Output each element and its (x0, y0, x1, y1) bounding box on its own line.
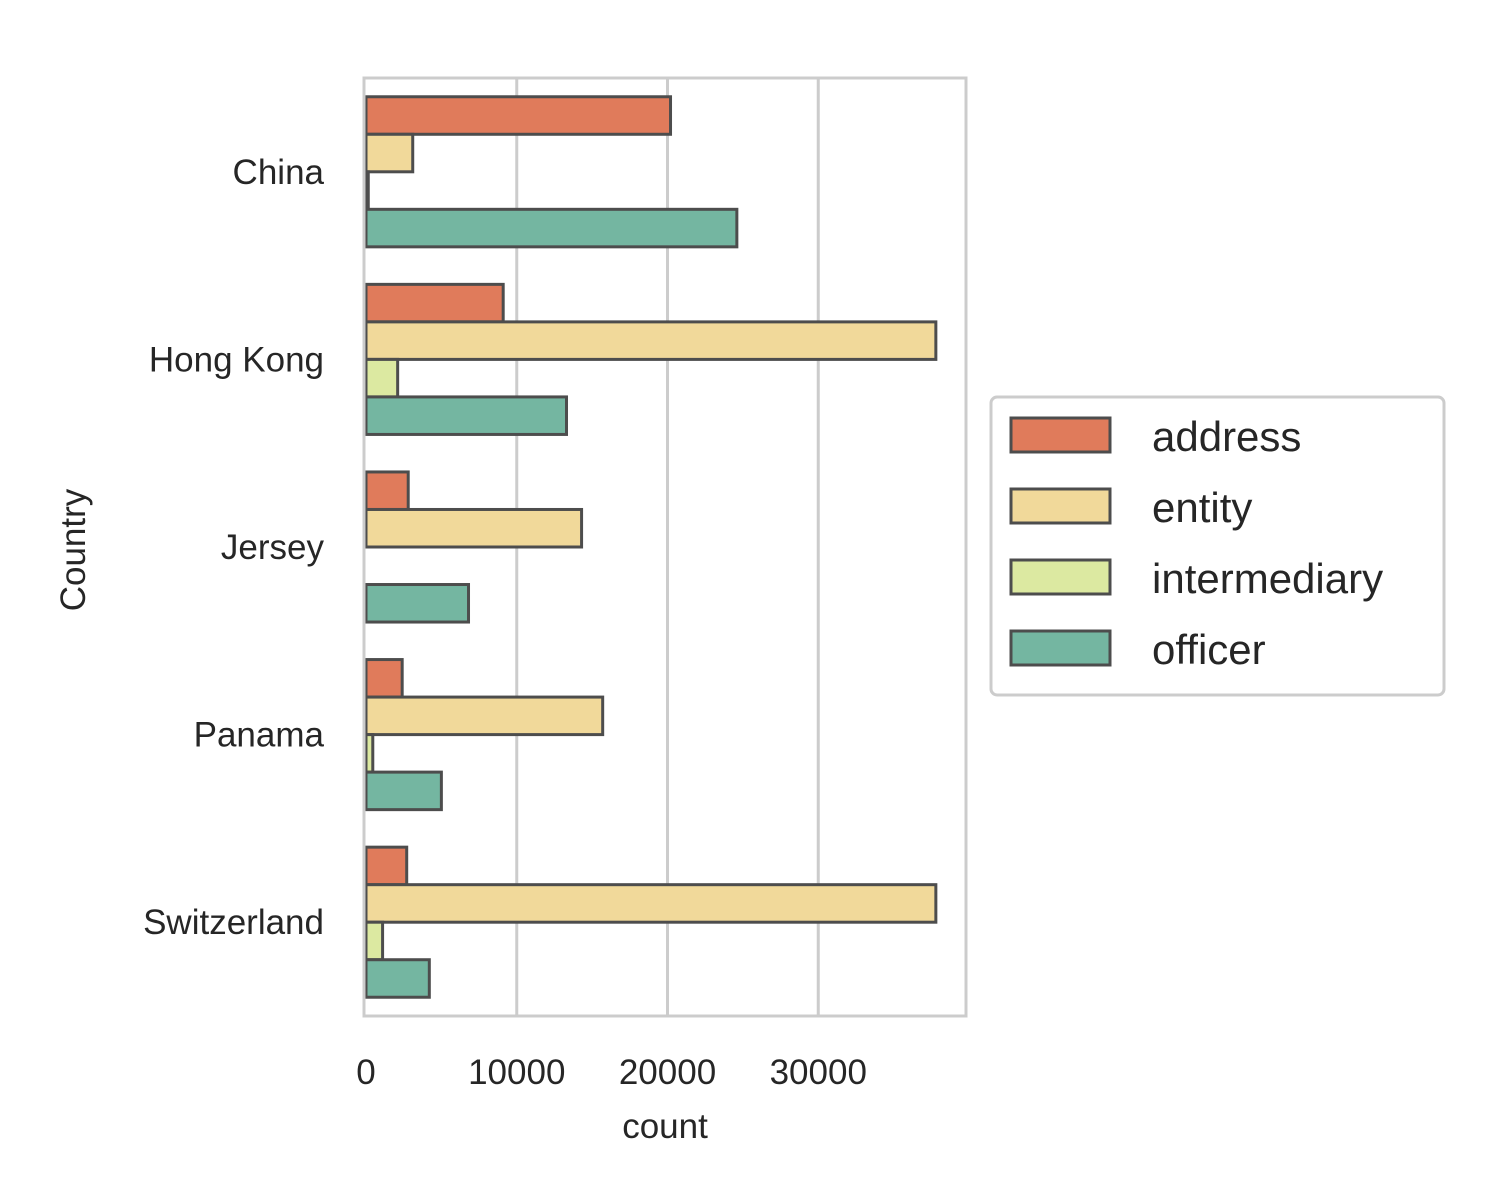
legend-label-entity: entity (1152, 484, 1252, 531)
bar-address-switzerland (364, 845, 409, 887)
bar-intermediary-china (364, 170, 370, 211)
legend-swatch-intermediary (1009, 558, 1112, 596)
x-axis-label: count (622, 1107, 708, 1146)
bar-entity-hong-kong (364, 320, 938, 361)
bar-entity-switzerland (364, 883, 938, 924)
y-axis-label: Country (54, 488, 93, 611)
y-tick-label: China (233, 153, 325, 192)
y-tick-label: Panama (194, 716, 325, 755)
bar-address-jersey (364, 470, 410, 511)
y-tick-labels: China Hong Kong Jersey Panama Switzerland (143, 153, 324, 942)
x-tick-label: 30000 (770, 1053, 867, 1092)
legend: address entity intermediary officer (989, 395, 1446, 697)
y-tick-label: Jersey (221, 528, 325, 567)
legend-label-address: address (1152, 413, 1301, 460)
bar-officer-china (364, 207, 739, 249)
legend-swatch-entity (1009, 487, 1112, 525)
x-tick-labels: 0 10000 20000 30000 (356, 1053, 867, 1092)
x-tick-label: 20000 (619, 1053, 716, 1092)
bar-intermediary-switzerland (364, 920, 385, 962)
legend-label-officer: officer (1152, 626, 1266, 673)
bar-officer-panama (364, 770, 443, 812)
bar-officer-switzerland (364, 958, 431, 999)
legend-swatch-address (1009, 416, 1112, 454)
bar-entity-china (364, 132, 415, 174)
bar-entity-panama (364, 695, 605, 737)
bar-address-china (364, 95, 673, 136)
bar-officer-hong-kong (364, 395, 569, 436)
x-tick-label: 0 (356, 1053, 375, 1092)
legend-label-intermediary: intermediary (1152, 555, 1383, 602)
bar-address-hong-kong (364, 282, 505, 324)
y-tick-label: Hong Kong (149, 340, 324, 379)
bar-intermediary-panama (364, 733, 375, 774)
bars-layer (364, 95, 938, 999)
bar-officer-jersey (364, 583, 471, 624)
plot-frame (362, 76, 968, 1018)
bar-entity-jersey (364, 507, 584, 549)
bar-address-panama (364, 658, 404, 699)
x-tick-label: 10000 (468, 1053, 565, 1092)
bar-intermediary-hong-kong (364, 357, 400, 399)
y-tick-label: Switzerland (143, 903, 324, 942)
legend-swatch-officer (1009, 629, 1112, 667)
legend-box (989, 395, 1446, 697)
